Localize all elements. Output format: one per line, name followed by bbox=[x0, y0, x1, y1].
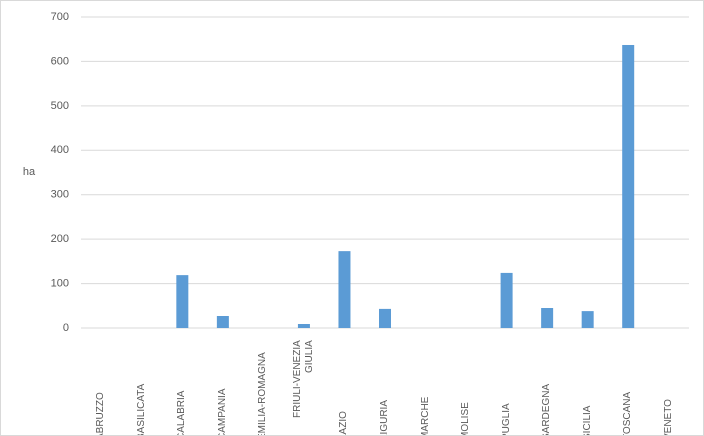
x-tick-label: EMILIA-ROMAGNA bbox=[257, 352, 269, 436]
x-tick-label: MARCHE bbox=[419, 396, 431, 436]
bar bbox=[581, 311, 594, 328]
x-tick-label: LIGURIA bbox=[379, 399, 390, 436]
y-tick-label: 100 bbox=[51, 277, 69, 289]
bar bbox=[216, 316, 229, 328]
x-tick-label: FRIULI-VENEZIA GIULIA bbox=[291, 340, 315, 418]
y-tick-label: 0 bbox=[63, 322, 69, 334]
y-tick-label: 700 bbox=[51, 11, 69, 23]
y-tick-label: 300 bbox=[51, 189, 69, 201]
y-tick-label: 400 bbox=[51, 144, 69, 156]
y-tick-label: 200 bbox=[51, 233, 69, 245]
x-tick-label: TOSCANA bbox=[622, 391, 634, 436]
bar bbox=[176, 275, 189, 328]
x-tick-label: BASILICATA bbox=[135, 383, 147, 436]
x-tick-label: MOLISE bbox=[460, 402, 472, 436]
y-tick-label: 600 bbox=[51, 55, 69, 67]
bar bbox=[379, 308, 391, 328]
x-tick-label: ABRUZZO bbox=[95, 392, 107, 436]
y-axis-label: ha bbox=[23, 166, 36, 178]
bar bbox=[500, 272, 513, 328]
bar bbox=[338, 251, 351, 328]
x-tick-label: VENETO bbox=[662, 399, 674, 436]
bar bbox=[297, 324, 310, 328]
x-tick-label: SICILIA bbox=[581, 405, 593, 436]
x-tick-label: SARDEGNA bbox=[541, 383, 553, 436]
x-tick-label: CALABRIA bbox=[176, 390, 188, 436]
x-tick-label: LAZIO bbox=[338, 411, 350, 436]
bar bbox=[541, 308, 554, 328]
x-tick-label: CAMPANIA bbox=[216, 388, 228, 436]
bar bbox=[622, 44, 635, 329]
x-tick-label: PUGLIA bbox=[500, 403, 512, 436]
y-tick-label: 500 bbox=[51, 100, 69, 112]
